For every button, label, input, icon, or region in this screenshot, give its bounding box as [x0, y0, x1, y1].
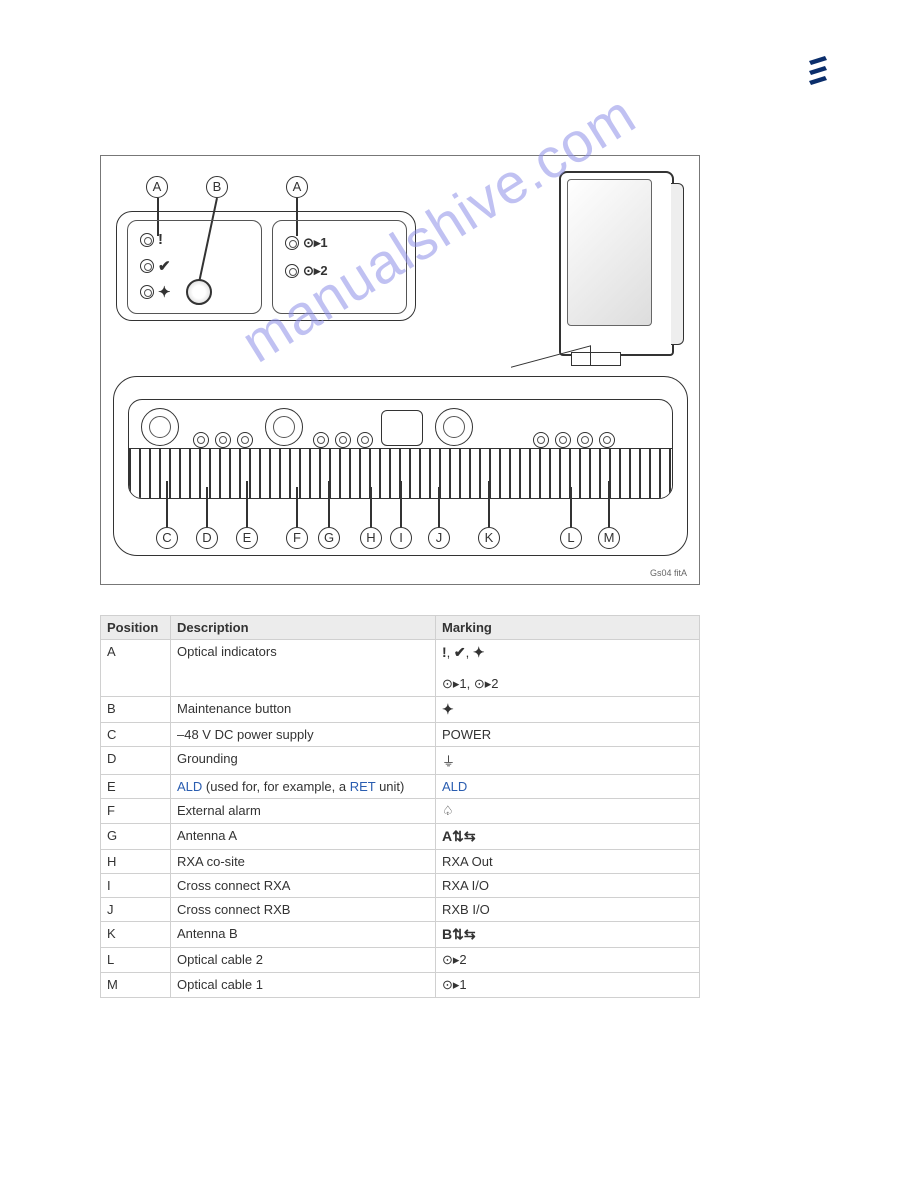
cell-position: M: [101, 973, 171, 998]
cell-position: D: [101, 747, 171, 775]
cell-marking: ♤: [436, 799, 700, 824]
diagram-label-A1: A: [146, 176, 168, 198]
diagram-top-panel: ! ✔ ✦ ⊙▸1 ⊙▸2: [116, 211, 416, 321]
cell-position: L: [101, 948, 171, 973]
cell-description: Optical cable 2: [171, 948, 436, 973]
diagram-label-H: H: [360, 527, 382, 549]
table-row: JCross connect RXBRXB I/O: [101, 898, 700, 922]
table-row: MOptical cable 1⊙▸1: [101, 973, 700, 998]
col-description: Description: [171, 616, 436, 640]
table-row: EALD (used for, for example, a RET unit)…: [101, 775, 700, 799]
cell-marking: A⇅⇆: [436, 824, 700, 850]
cell-position: K: [101, 922, 171, 948]
diagram-label-L: L: [560, 527, 582, 549]
cell-description: –48 V DC power supply: [171, 723, 436, 747]
cell-description: Grounding: [171, 747, 436, 775]
cell-position: F: [101, 799, 171, 824]
diagram-label-D: D: [196, 527, 218, 549]
cell-description: Antenna A: [171, 824, 436, 850]
diagram-label-C: C: [156, 527, 178, 549]
diagram-label-I: I: [390, 527, 412, 549]
brand-logo: [808, 55, 828, 85]
cell-description: Cross connect RXB: [171, 898, 436, 922]
cell-marking: ALD: [436, 775, 700, 799]
cell-description: Optical cable 1: [171, 973, 436, 998]
cell-description: Maintenance button: [171, 697, 436, 723]
cell-description: External alarm: [171, 799, 436, 824]
cell-description: RXA co-site: [171, 850, 436, 874]
cell-marking: !, ✔, ✦⊙▸1, ⊙▸2: [436, 640, 700, 697]
cell-position: B: [101, 697, 171, 723]
table-row: C–48 V DC power supplyPOWER: [101, 723, 700, 747]
col-position: Position: [101, 616, 171, 640]
table-row: DGrounding⏚: [101, 747, 700, 775]
diagram-label-E: E: [236, 527, 258, 549]
cell-position: A: [101, 640, 171, 697]
cell-marking: ⊙▸1: [436, 973, 700, 998]
table-row: LOptical cable 2⊙▸2: [101, 948, 700, 973]
hardware-diagram: A B A ! ✔ ✦ ⊙▸1 ⊙▸2: [100, 155, 700, 585]
cell-position: H: [101, 850, 171, 874]
diagram-label-A2: A: [286, 176, 308, 198]
table-row: GAntenna AA⇅⇆: [101, 824, 700, 850]
diagram-device: [559, 171, 674, 356]
diagram-label-F: F: [286, 527, 308, 549]
diagram-label-K: K: [478, 527, 500, 549]
cell-description: Cross connect RXA: [171, 874, 436, 898]
cell-marking: ⏚: [436, 747, 700, 775]
cell-position: I: [101, 874, 171, 898]
cell-marking: B⇅⇆: [436, 922, 700, 948]
maintenance-button-icon: [186, 279, 212, 305]
diagram-label-M: M: [598, 527, 620, 549]
table-row: FExternal alarm♤: [101, 799, 700, 824]
diagram-label-G: G: [318, 527, 340, 549]
cell-position: J: [101, 898, 171, 922]
diagram-bottom-panel: CDE FGHIJ K LM: [113, 376, 688, 556]
cell-description: ALD (used for, for example, a RET unit): [171, 775, 436, 799]
diagram-label-J: J: [428, 527, 450, 549]
table-row: HRXA co-siteRXA Out: [101, 850, 700, 874]
table-row: BMaintenance button✦: [101, 697, 700, 723]
cell-marking: ✦: [436, 697, 700, 723]
table-row: ICross connect RXARXA I/O: [101, 874, 700, 898]
cell-marking: POWER: [436, 723, 700, 747]
cell-position: C: [101, 723, 171, 747]
cell-position: G: [101, 824, 171, 850]
cell-marking: ⊙▸2: [436, 948, 700, 973]
table-row: AOptical indicators!, ✔, ✦⊙▸1, ⊙▸2: [101, 640, 700, 697]
cell-marking: RXA I/O: [436, 874, 700, 898]
cell-marking: RXA Out: [436, 850, 700, 874]
connector-table: Position Description Marking AOptical in…: [100, 615, 700, 998]
col-marking: Marking: [436, 616, 700, 640]
cell-description: Antenna B: [171, 922, 436, 948]
table-row: KAntenna BB⇅⇆: [101, 922, 700, 948]
diagram-footer-text: Gs04 fitA: [650, 568, 687, 578]
cell-description: Optical indicators: [171, 640, 436, 697]
cell-marking: RXB I/O: [436, 898, 700, 922]
cell-position: E: [101, 775, 171, 799]
diagram-label-B: B: [206, 176, 228, 198]
